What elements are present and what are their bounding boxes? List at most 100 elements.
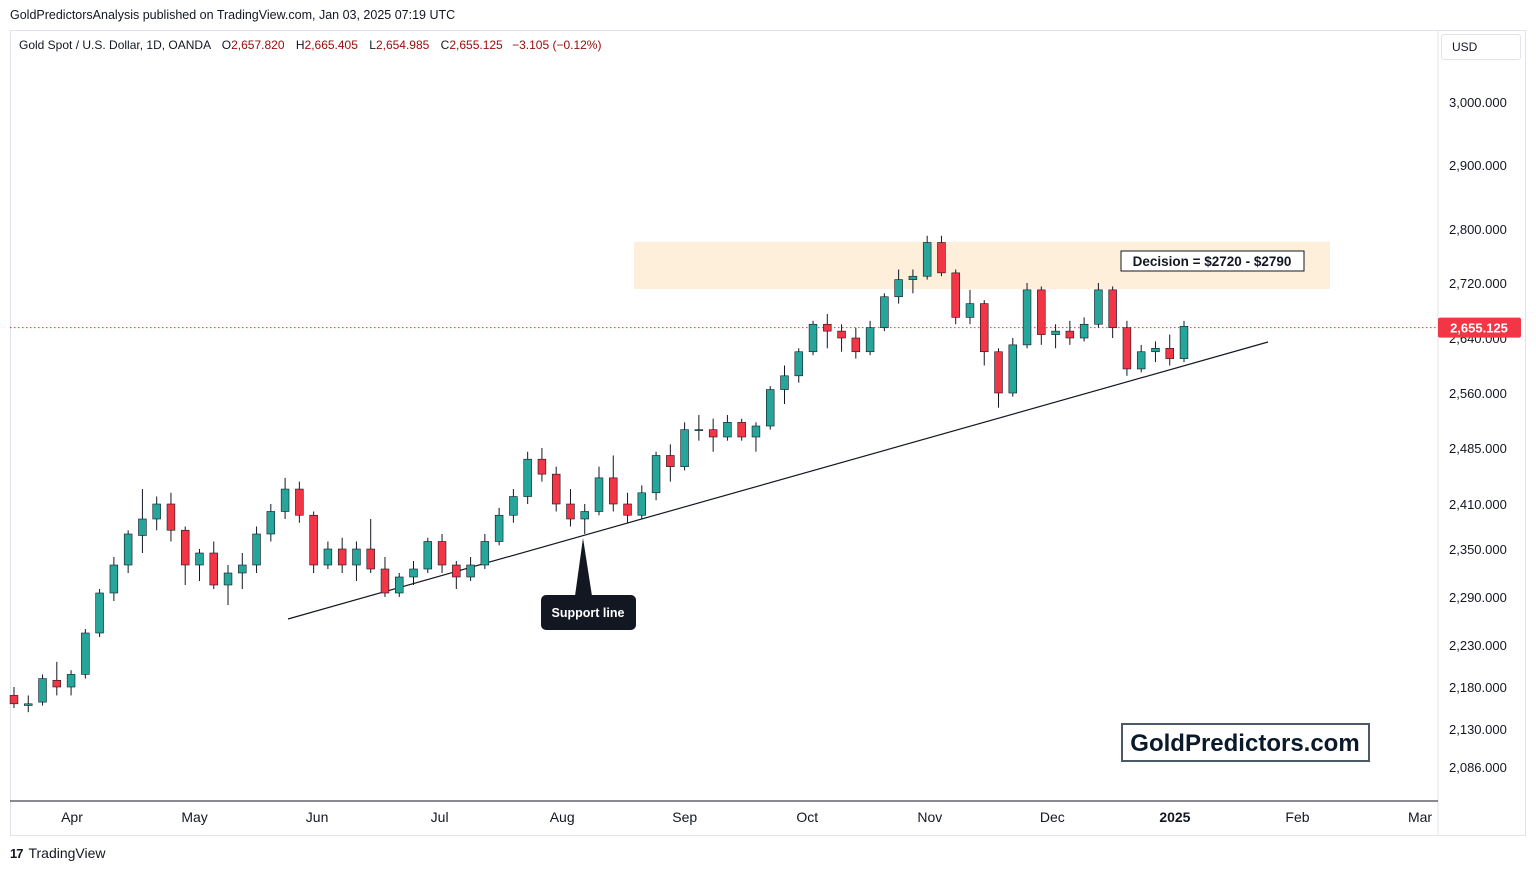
candle[interactable]	[751, 422, 761, 452]
candle[interactable]	[123, 530, 133, 573]
candle[interactable]	[423, 537, 433, 573]
candle[interactable]	[24, 695, 33, 713]
candle[interactable]	[980, 300, 989, 366]
candle[interactable]	[523, 451, 532, 504]
candle[interactable]	[138, 489, 147, 553]
candle-body-up	[808, 323, 818, 353]
candle[interactable]	[409, 561, 418, 585]
candle[interactable]	[1079, 317, 1089, 342]
candle[interactable]	[380, 557, 390, 597]
candle[interactable]	[238, 553, 247, 589]
candle[interactable]	[309, 511, 318, 574]
current-price-tag[interactable]: 2,655.125	[1438, 317, 1521, 338]
candle[interactable]	[851, 327, 861, 359]
candle[interactable]	[837, 324, 846, 352]
time-tick-label: Jul	[431, 809, 449, 825]
candle[interactable]	[623, 492, 632, 523]
candle[interactable]	[395, 573, 404, 597]
candle[interactable]	[823, 313, 832, 349]
candle[interactable]	[1094, 283, 1103, 328]
candle[interactable]	[1108, 286, 1117, 338]
candle[interactable]	[452, 561, 461, 589]
current-price-tag-label: 2,655.125	[1450, 321, 1508, 336]
candle[interactable]	[566, 489, 575, 527]
currency-selector[interactable]: USD	[1441, 34, 1521, 60]
candle[interactable]	[951, 269, 960, 325]
candle[interactable]	[865, 320, 875, 356]
candle-body-down	[380, 568, 390, 594]
candle[interactable]	[1165, 334, 1174, 366]
candle[interactable]	[637, 485, 647, 519]
candle[interactable]	[937, 235, 946, 277]
candle[interactable]	[537, 448, 547, 482]
price-tick-label: 3,000.000	[1449, 95, 1507, 110]
candle[interactable]	[794, 348, 803, 383]
candle[interactable]	[52, 661, 62, 696]
candle[interactable]	[737, 418, 746, 441]
candle[interactable]	[280, 477, 290, 519]
candle[interactable]	[494, 507, 504, 546]
candle[interactable]	[295, 481, 304, 523]
candle[interactable]	[323, 541, 333, 570]
candle[interactable]	[723, 415, 732, 441]
candle[interactable]	[780, 365, 789, 405]
candle[interactable]	[1122, 320, 1132, 376]
candle[interactable]	[651, 451, 661, 501]
candle[interactable]	[195, 549, 204, 581]
candle[interactable]	[81, 629, 90, 679]
candle[interactable]	[223, 565, 233, 605]
candle[interactable]	[337, 537, 347, 573]
candle[interactable]	[594, 466, 604, 516]
price-axis-layer: 2,086.000 2,130.000 2,180.000 2,230.000 2,29…	[1438, 95, 1521, 775]
candle[interactable]	[922, 235, 932, 280]
candle[interactable]	[1037, 286, 1046, 345]
candle[interactable]	[366, 519, 375, 573]
candle[interactable]	[152, 496, 161, 531]
candle[interactable]	[994, 348, 1003, 408]
candle[interactable]	[609, 455, 618, 512]
candle-body-up	[908, 275, 918, 280]
support-trendline[interactable]	[287, 341, 1269, 620]
candle[interactable]	[1179, 320, 1189, 363]
candle[interactable]	[694, 415, 704, 441]
candle[interactable]	[1065, 320, 1075, 345]
candle[interactable]	[1008, 338, 1018, 397]
candle[interactable]	[437, 534, 447, 573]
candle[interactable]	[66, 670, 76, 696]
candle[interactable]	[252, 526, 261, 574]
candle[interactable]	[551, 466, 561, 512]
candle[interactable]	[1051, 324, 1060, 349]
candle[interactable]	[908, 269, 918, 294]
candle[interactable]	[680, 422, 689, 471]
candle[interactable]	[880, 293, 889, 332]
candle[interactable]	[480, 534, 490, 569]
candle[interactable]	[38, 674, 47, 706]
candle[interactable]	[352, 541, 361, 582]
candle[interactable]	[466, 557, 475, 581]
candle-body-down	[452, 564, 461, 578]
candle[interactable]	[95, 589, 104, 637]
candle[interactable]	[180, 526, 190, 586]
footer-brand[interactable]: 17 TradingView	[10, 845, 106, 861]
candle[interactable]	[808, 320, 818, 356]
candle[interactable]	[1151, 341, 1160, 363]
candle[interactable]	[209, 541, 218, 590]
price-tick-label: 2,350.000	[1449, 542, 1507, 557]
candle[interactable]	[965, 289, 975, 325]
candle[interactable]	[894, 269, 903, 304]
decision-annotation[interactable]: Decision = $2720 - $2790	[1120, 250, 1305, 272]
candle[interactable]	[166, 492, 176, 542]
candle[interactable]	[1022, 283, 1032, 349]
candle[interactable]	[109, 557, 119, 601]
candle[interactable]	[509, 489, 518, 523]
candle[interactable]	[266, 504, 276, 542]
support-callout[interactable]: Support line	[541, 538, 636, 630]
candle[interactable]	[765, 386, 775, 430]
candle[interactable]	[666, 444, 675, 482]
candle-body-up	[95, 592, 104, 634]
candle[interactable]	[9, 687, 19, 708]
candle[interactable]	[1136, 344, 1146, 373]
candle[interactable]	[708, 418, 718, 452]
candle[interactable]	[580, 504, 589, 534]
